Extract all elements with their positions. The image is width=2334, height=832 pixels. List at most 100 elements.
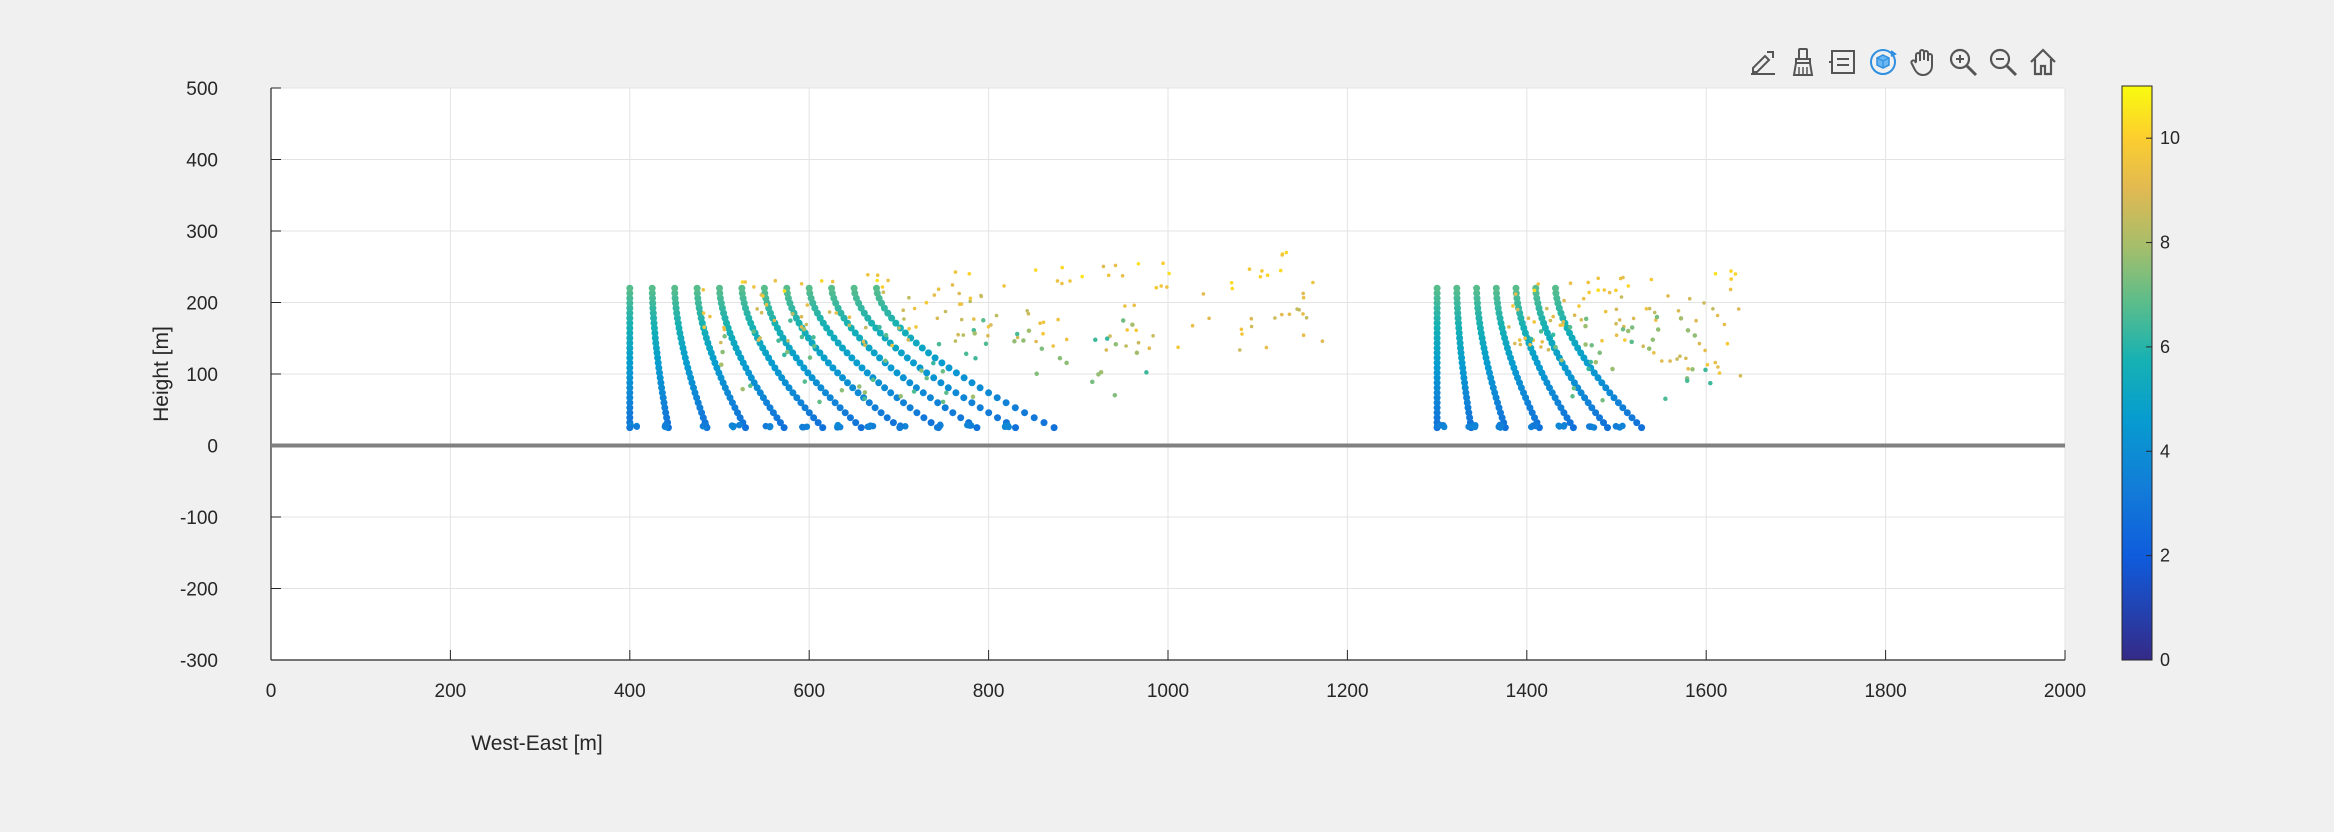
scatter-point	[1684, 378, 1690, 384]
scatter-point	[932, 293, 937, 297]
scatter-point	[934, 399, 942, 407]
scatter-point	[848, 354, 856, 362]
x-axis-label: West-East [m]	[471, 732, 602, 755]
scatter-point	[864, 314, 872, 322]
scatter-point	[1602, 384, 1610, 392]
scatter-point	[1039, 346, 1045, 351]
scatter-point	[1080, 274, 1084, 279]
scatter-point	[819, 424, 827, 432]
scatter-point	[820, 354, 828, 362]
scatter-point	[1093, 337, 1098, 343]
scatter-point	[1320, 339, 1325, 344]
scatter-point	[1433, 314, 1441, 322]
scatter-point	[1729, 269, 1733, 273]
scatter-point	[778, 374, 786, 382]
scatter-point	[1161, 261, 1165, 266]
scatter-point	[1539, 345, 1543, 349]
scatter-point	[1064, 337, 1069, 342]
edit-export-button[interactable]	[1745, 44, 1781, 80]
y-tick-label: 400	[186, 151, 218, 172]
scatter-point	[1433, 349, 1441, 357]
scatter-point	[792, 354, 800, 362]
scatter-point	[626, 389, 634, 397]
datatip-button[interactable]	[1825, 44, 1861, 80]
scatter-point	[800, 364, 808, 372]
scatter-point	[1002, 284, 1006, 288]
scatter-point	[850, 284, 858, 292]
scatter-point	[649, 299, 657, 307]
scatter-point	[868, 319, 876, 327]
scatter-point	[1473, 284, 1481, 292]
scatter-point	[819, 319, 827, 327]
brush-button[interactable]	[1785, 44, 1821, 80]
pan-hand-icon	[1910, 49, 1933, 76]
scatter-point	[1515, 307, 1520, 312]
scatter-point	[626, 319, 634, 327]
scatter-point	[1596, 276, 1600, 281]
zoom-out-button[interactable]	[1985, 44, 2021, 80]
scatter-point	[804, 322, 809, 327]
scatter-point	[1511, 304, 1515, 308]
scatter-point	[919, 389, 927, 397]
scatter-point	[1552, 289, 1560, 297]
scatter-point	[961, 333, 966, 337]
scatter-point	[1304, 316, 1309, 320]
scatter-point	[858, 364, 866, 372]
scatter-point	[1596, 288, 1600, 293]
scatter-point	[1559, 357, 1564, 363]
scatter-point	[1619, 295, 1624, 299]
edit-export-icon	[1751, 51, 1775, 75]
x-tick-label: 1600	[1685, 681, 1727, 702]
scatter-point	[839, 388, 845, 393]
scatter-point	[1064, 360, 1069, 366]
scatter-point	[927, 419, 935, 427]
scatter-point	[844, 379, 851, 387]
rotate-3d-button[interactable]	[1865, 44, 1901, 80]
scatter-point	[887, 389, 895, 397]
pan-hand-button[interactable]	[1905, 44, 1941, 80]
scatter-point	[722, 327, 727, 332]
scatter-point	[789, 389, 797, 397]
scatter-point	[788, 318, 793, 323]
scatter-point	[907, 326, 911, 331]
scatter-point	[1238, 348, 1242, 352]
y-tick-label: -300	[180, 651, 218, 672]
scatter-point	[1711, 307, 1715, 311]
scatter-point	[1057, 355, 1063, 361]
scatter-point	[805, 409, 813, 417]
scatter-point	[994, 414, 1001, 422]
scatter-point	[716, 284, 723, 292]
colorbar-gradient	[2121, 85, 2153, 661]
scatter-point	[626, 364, 634, 372]
scatter-point	[626, 359, 634, 367]
zoom-in-button[interactable]	[1945, 44, 1981, 80]
scatter-point	[888, 314, 896, 322]
scatter-point	[897, 349, 905, 357]
scatter-point	[799, 314, 804, 319]
scatter-point	[751, 329, 756, 334]
scatter-point	[776, 419, 784, 427]
scatter-point	[1550, 332, 1556, 338]
scatter-point	[802, 379, 808, 384]
scatter-point	[834, 369, 842, 377]
scatter-point	[913, 409, 921, 417]
scatter-point	[906, 379, 914, 387]
scatter-point	[626, 284, 634, 292]
scatter-point	[1229, 281, 1234, 285]
scatter-point	[1697, 341, 1702, 346]
scatter-point	[1433, 384, 1441, 392]
home-button[interactable]	[2025, 44, 2061, 80]
scatter-point	[808, 374, 816, 382]
scatter-point	[989, 323, 993, 327]
scatter-point	[626, 374, 634, 382]
scatter-point	[873, 284, 880, 292]
scatter-point	[1717, 371, 1722, 375]
scatter-point	[925, 349, 932, 357]
scatter-point	[1433, 304, 1441, 312]
scatter-point	[1583, 316, 1589, 322]
scatter-point	[1561, 323, 1565, 327]
scatter-point	[1574, 384, 1582, 392]
scatter-point	[1663, 396, 1668, 402]
scatter-point	[849, 384, 857, 392]
scatter-axes[interactable]: 0 200 400 600 800 1000 1200 1400 1600 1800 2000500…	[150, 79, 2086, 755]
